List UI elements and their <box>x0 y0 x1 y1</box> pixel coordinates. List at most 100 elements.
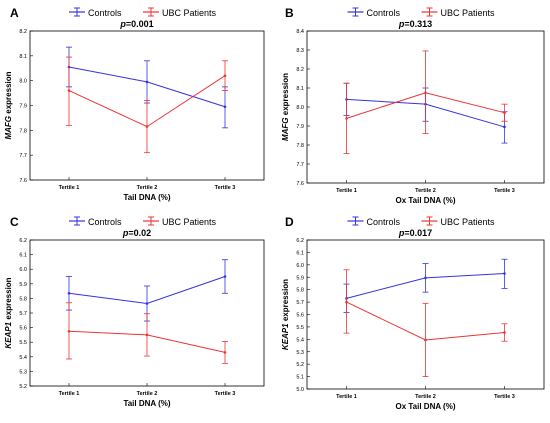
y-tick-label: 7.8 <box>296 143 304 149</box>
legend-label: UBC Patients <box>162 217 217 227</box>
legend: Controls UBC Patients <box>347 216 496 227</box>
p-value-symbol: p <box>119 19 126 29</box>
data-point <box>424 276 427 280</box>
data-point <box>67 89 71 92</box>
data-point <box>145 302 149 305</box>
y-tick-label: 5.6 <box>296 313 304 319</box>
x-tick-label: Tertile 2 <box>137 391 158 397</box>
legend-item-ubc-patients: UBC Patients <box>421 7 496 18</box>
x-tick-label: Tertile 2 <box>137 185 158 191</box>
p-value: p=0.017 <box>398 228 432 238</box>
data-point <box>223 275 227 278</box>
y-tick-label: 5.4 <box>19 355 27 361</box>
panel-a: A Controls UBC Patients p=0.001 7.6 7.7 7.8 7.9… <box>4 6 265 202</box>
legend-item-controls: Controls <box>347 216 401 227</box>
y-tick-label: 7.8 <box>19 128 27 134</box>
p-value-number: =0.313 <box>404 19 432 29</box>
p-value-number: =0.02 <box>128 228 151 238</box>
data-point <box>67 329 71 333</box>
data-point <box>503 125 506 129</box>
y-tick-label: 5.2 <box>19 384 27 390</box>
panel-letter: D <box>285 215 294 229</box>
y-tick-label: 6.1 <box>296 250 304 256</box>
y-tick-label: 6.1 <box>19 253 27 259</box>
y-axis-suffix: expression <box>4 71 13 116</box>
y-tick-label: 7.7 <box>19 153 27 159</box>
y-tick-label: 8.1 <box>296 86 304 92</box>
series-ubc-patients <box>66 302 228 364</box>
x-tick-label: Tertile 3 <box>494 188 515 194</box>
legend-label: UBC Patients <box>441 8 496 18</box>
y-tick-label: 5.0 <box>296 387 304 393</box>
legend-item-ubc-patients: UBC Patients <box>143 7 217 18</box>
y-axis-gene: MAFG <box>281 117 290 141</box>
data-point <box>345 300 348 304</box>
y-axis-title: KEAP1 expression <box>281 279 290 350</box>
x-tick-label: Tertile 1 <box>336 394 357 400</box>
y-tick-label: 5.4 <box>296 337 304 343</box>
legend-item-controls: Controls <box>69 216 122 227</box>
series-ubc-patients <box>66 56 228 154</box>
p-value-number: =0.001 <box>126 19 154 29</box>
y-tick-label: 5.3 <box>296 350 304 356</box>
y-tick-label: 8.4 <box>296 29 304 35</box>
legend: Controls UBC Patients <box>69 216 217 227</box>
legend-label: Controls <box>88 217 122 227</box>
y-tick-label: 5.3 <box>19 369 27 375</box>
y-tick-label: 5.2 <box>296 362 304 368</box>
y-tick-label: 5.8 <box>19 296 27 302</box>
data-point <box>503 111 506 114</box>
y-tick-label: 5.9 <box>296 275 304 281</box>
y-tick-label: 6.0 <box>296 263 304 269</box>
x-axis-title: Tail DNA (%) <box>123 193 170 202</box>
data-point <box>145 80 149 84</box>
y-axis-title: KEAP1 expression <box>4 277 13 348</box>
y-tick-label: 5.7 <box>296 300 304 306</box>
data-point <box>145 333 149 337</box>
y-axis-title: MAFG expression <box>281 73 290 141</box>
y-tick-label: 7.9 <box>296 124 304 130</box>
p-value: p=0.313 <box>398 19 432 29</box>
legend-item-controls: Controls <box>69 7 122 18</box>
p-value-symbol: p <box>122 228 129 238</box>
y-tick-label: 7.6 <box>296 181 304 187</box>
legend-label: UBC Patients <box>162 8 217 18</box>
data-point <box>424 91 427 95</box>
data-point <box>223 74 227 77</box>
y-tick-label: 7.9 <box>19 104 27 110</box>
y-axis-gene: KEAP1 <box>4 321 13 348</box>
y-axis-gene: KEAP1 <box>281 323 290 350</box>
legend-label: Controls <box>367 217 401 227</box>
y-axis-suffix: expression <box>281 73 290 118</box>
data-point <box>223 351 227 354</box>
legend-label: UBC Patients <box>441 217 496 227</box>
x-tick-label: Tertile 3 <box>215 391 236 397</box>
panel-b: B Controls UBC Patients p=0.313 7.6 7.7 7.8 7.9… <box>281 6 545 205</box>
y-tick-label: 5.1 <box>296 375 304 381</box>
legend-label: Controls <box>88 8 122 18</box>
x-axis-title: Ox Tail DNA (%) <box>395 196 455 205</box>
y-tick-label: 5.9 <box>19 282 27 288</box>
series-ubc-patients <box>343 50 508 154</box>
panel-d: D Controls UBC Patients p=0.017 5.0 5.1 5.2 5.3… <box>281 215 545 411</box>
y-tick-label: 7.6 <box>19 178 27 184</box>
y-tick-label: 5.5 <box>19 340 27 346</box>
y-tick-label: 5.6 <box>19 326 27 332</box>
data-point <box>67 291 71 295</box>
y-axis-suffix: expression <box>4 277 13 322</box>
y-tick-label: 8.0 <box>296 105 304 111</box>
y-tick-label: 8.3 <box>296 48 304 54</box>
panel-letter: C <box>10 215 19 229</box>
x-tick-label: Tertile 1 <box>336 188 357 194</box>
y-tick-label: 7.7 <box>296 162 304 168</box>
series-ubc-patients <box>343 269 508 377</box>
x-tick-label: Tertile 2 <box>415 394 436 400</box>
y-tick-label: 5.7 <box>19 311 27 317</box>
y-tick-label: 6.0 <box>19 267 27 273</box>
y-axis-suffix: expression <box>281 279 290 324</box>
p-value-symbol: p <box>398 228 405 238</box>
y-axis-title: MAFG expression <box>4 71 13 139</box>
legend-item-controls: Controls <box>347 7 401 18</box>
data-point <box>145 125 149 128</box>
